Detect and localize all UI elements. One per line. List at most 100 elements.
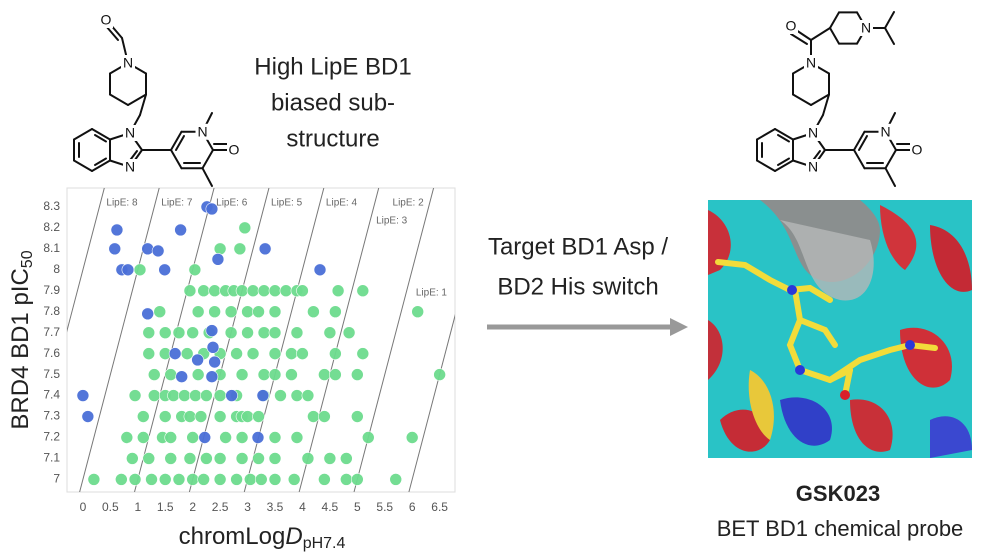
y-tick-label: 7.5 bbox=[43, 367, 60, 381]
point bbox=[142, 347, 156, 360]
bond bbox=[853, 149, 866, 170]
point bbox=[164, 431, 178, 444]
point bbox=[183, 452, 197, 465]
plot-area bbox=[67, 188, 455, 492]
point bbox=[285, 368, 298, 381]
point bbox=[142, 452, 156, 465]
point bbox=[115, 473, 128, 486]
atom-label: N bbox=[125, 159, 135, 175]
atom-label: N bbox=[806, 55, 816, 71]
bond bbox=[810, 93, 830, 106]
header-line: biased sub- bbox=[271, 89, 395, 116]
probe-description: BET BD1 chemical probe bbox=[717, 516, 964, 541]
point bbox=[224, 326, 238, 339]
point bbox=[206, 341, 220, 354]
x-tick-label: 5.5 bbox=[376, 500, 393, 514]
point bbox=[290, 389, 304, 402]
point bbox=[251, 431, 265, 444]
point bbox=[164, 368, 178, 381]
bond bbox=[774, 128, 794, 141]
point bbox=[268, 473, 282, 486]
x-tick-label: 4 bbox=[299, 500, 306, 514]
point bbox=[257, 284, 271, 298]
bond bbox=[884, 149, 897, 170]
point bbox=[174, 223, 187, 237]
atom-bg bbox=[806, 125, 820, 141]
x-tick-label: 2.5 bbox=[212, 500, 229, 514]
point bbox=[433, 368, 446, 381]
point bbox=[180, 347, 194, 360]
point bbox=[205, 324, 219, 337]
point bbox=[141, 307, 154, 321]
point bbox=[200, 452, 213, 465]
point bbox=[164, 452, 178, 465]
point bbox=[211, 252, 225, 266]
x-tick-label: 3 bbox=[244, 500, 251, 514]
point bbox=[136, 410, 150, 423]
lipe-label: LipE: 4 bbox=[326, 198, 358, 209]
point bbox=[296, 347, 309, 360]
point bbox=[189, 389, 202, 402]
point bbox=[198, 431, 212, 444]
x-tick-label: 6.5 bbox=[431, 500, 448, 514]
bond bbox=[884, 167, 896, 187]
point bbox=[81, 410, 95, 423]
point bbox=[145, 473, 158, 486]
point bbox=[225, 389, 238, 402]
point bbox=[252, 410, 265, 423]
point bbox=[268, 284, 282, 298]
y-tick-label: 8.1 bbox=[43, 241, 60, 255]
molecules: O N N N N O O N N N N N O bbox=[73, 11, 924, 187]
bond bbox=[73, 128, 93, 141]
bond bbox=[884, 11, 895, 29]
point bbox=[256, 389, 270, 402]
point bbox=[188, 263, 202, 277]
point bbox=[307, 410, 320, 423]
y-tick-label: 8 bbox=[53, 262, 60, 276]
atom-label: O bbox=[101, 12, 112, 28]
atom-bg bbox=[806, 159, 820, 175]
atom-bg bbox=[123, 159, 137, 175]
x-tick-label: 3.5 bbox=[267, 500, 284, 514]
x-tick-label: 0 bbox=[80, 500, 87, 514]
point bbox=[213, 452, 227, 465]
bond bbox=[858, 135, 868, 151]
y-tick-label: 7.2 bbox=[43, 430, 60, 444]
point bbox=[128, 389, 142, 402]
bond bbox=[109, 93, 129, 106]
point bbox=[235, 368, 249, 381]
atom-label: N bbox=[197, 124, 207, 140]
point bbox=[268, 368, 282, 381]
point bbox=[313, 263, 327, 277]
point bbox=[230, 473, 243, 486]
atom-label: N bbox=[808, 159, 818, 175]
bond bbox=[829, 27, 840, 45]
atom-bg bbox=[784, 18, 798, 34]
point bbox=[200, 389, 213, 402]
point bbox=[230, 347, 243, 360]
point bbox=[120, 431, 134, 444]
bond bbox=[756, 128, 776, 141]
point bbox=[224, 305, 238, 318]
point bbox=[183, 410, 197, 423]
point bbox=[208, 284, 221, 298]
atom-label: N bbox=[123, 55, 133, 71]
point bbox=[136, 431, 150, 444]
lipe-line bbox=[298, 188, 380, 492]
point bbox=[235, 284, 249, 298]
point bbox=[241, 305, 254, 318]
point bbox=[133, 263, 147, 277]
atom-bg bbox=[859, 20, 873, 36]
point bbox=[307, 305, 320, 318]
point bbox=[287, 473, 301, 486]
bond bbox=[94, 157, 107, 166]
x-tick-label: 4.5 bbox=[322, 500, 339, 514]
atom-label: N bbox=[880, 124, 890, 140]
bond bbox=[170, 130, 183, 151]
atom-bg bbox=[910, 142, 924, 158]
lipe-label: LipE: 2 bbox=[393, 198, 425, 209]
x-tick-label: 1.5 bbox=[157, 500, 174, 514]
bond bbox=[790, 33, 808, 45]
point bbox=[323, 326, 337, 339]
point bbox=[213, 242, 227, 256]
